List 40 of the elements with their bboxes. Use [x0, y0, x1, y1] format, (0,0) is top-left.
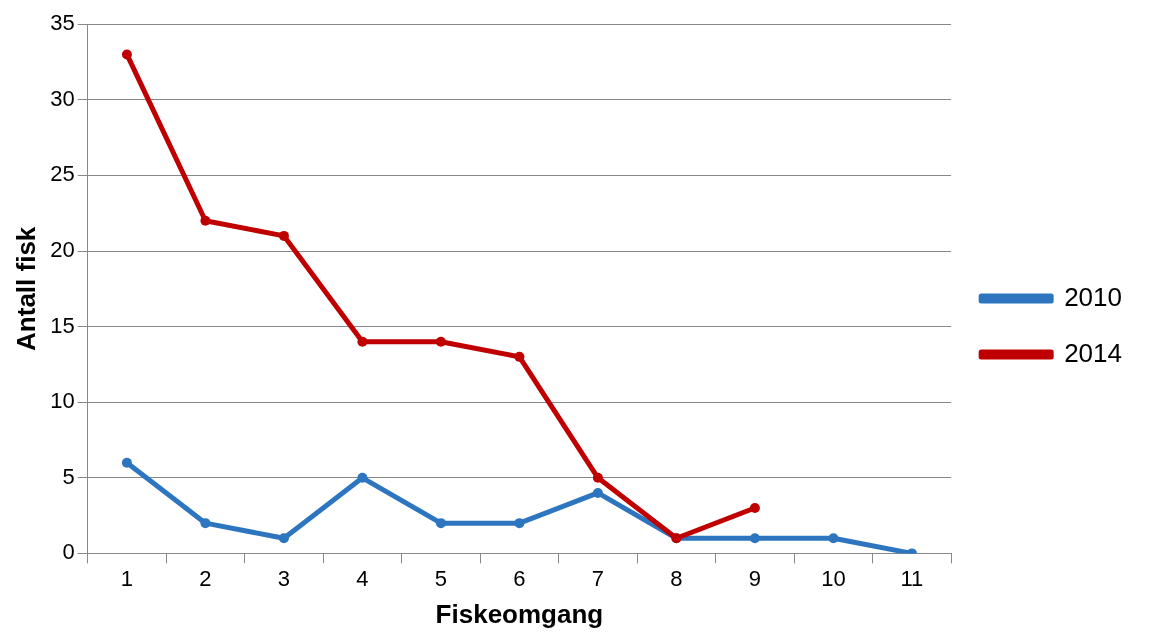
- point: [592, 472, 603, 483]
- x-axis-title: Fiskeomgang: [435, 598, 604, 629]
- y-tick-label: 25: [50, 161, 75, 187]
- y-tick-label: 5: [62, 463, 75, 489]
- y-tick-label: 30: [50, 85, 75, 111]
- y-tick-label: 20: [50, 237, 75, 263]
- point: [749, 503, 760, 514]
- point: [435, 336, 446, 347]
- point: [828, 533, 839, 544]
- y-tick-label: 0: [62, 539, 75, 565]
- x-tick-label: 3: [277, 565, 291, 591]
- y-tick-label: 10: [50, 388, 75, 414]
- point: [200, 518, 211, 529]
- point: [514, 518, 525, 529]
- point: [278, 533, 289, 544]
- x-tick-label: 4: [356, 565, 369, 591]
- x-tick-label: 6: [513, 565, 526, 591]
- y-tick-label: 15: [50, 312, 75, 338]
- x-tick-label: 8: [670, 565, 683, 591]
- y-tick-label: 35: [50, 10, 75, 36]
- point: [278, 230, 289, 241]
- point: [121, 457, 132, 468]
- point: [592, 487, 603, 498]
- x-tick-label: 10: [821, 565, 846, 591]
- x-tick-label: 2: [199, 565, 212, 591]
- y-axis-title: Antall fisk: [10, 226, 41, 351]
- x-tick-label: 1: [120, 565, 134, 591]
- legend-label: 2014: [1064, 337, 1122, 368]
- point: [200, 215, 211, 226]
- point: [749, 533, 760, 544]
- x-tick-label: 5: [434, 565, 448, 591]
- x-tick-label: 7: [591, 565, 605, 591]
- point: [357, 336, 368, 347]
- legend-label: 2010: [1064, 281, 1122, 312]
- point: [357, 472, 368, 483]
- point: [514, 351, 525, 362]
- x-tick-label: 11: [900, 565, 924, 591]
- x-tick-label: 9: [748, 565, 762, 591]
- point: [435, 518, 446, 529]
- point: [121, 49, 132, 60]
